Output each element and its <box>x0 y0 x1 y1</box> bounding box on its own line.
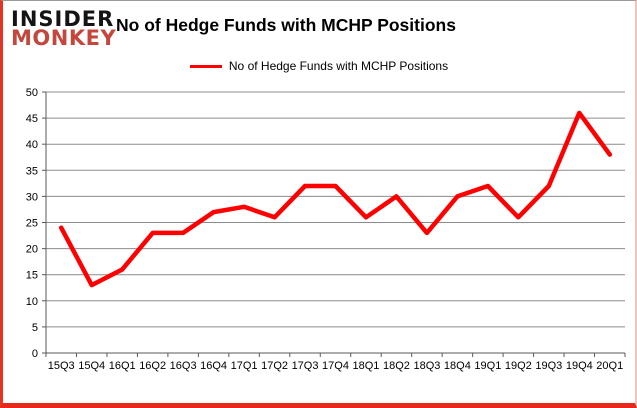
svg-text:10: 10 <box>26 296 38 308</box>
svg-text:30: 30 <box>26 191 38 203</box>
chart-title: No of Hedge Funds with MCHP Positions <box>116 15 456 35</box>
svg-text:20: 20 <box>26 244 38 256</box>
svg-text:5: 5 <box>32 322 38 334</box>
svg-text:20Q1: 20Q1 <box>596 360 623 372</box>
legend-label: No of Hedge Funds with MCHP Positions <box>228 59 449 73</box>
chart-legend: No of Hedge Funds with MCHP Positions <box>3 59 635 73</box>
svg-text:25: 25 <box>26 218 38 230</box>
svg-text:16Q4: 16Q4 <box>200 360 227 372</box>
svg-text:15: 15 <box>26 270 38 282</box>
svg-text:15Q3: 15Q3 <box>48 360 75 372</box>
svg-text:35: 35 <box>26 165 38 177</box>
svg-text:16Q3: 16Q3 <box>170 360 197 372</box>
line-chart: 0 5 10 15 20 25 30 35 40 45 50 15Q3 15Q4 16Q1 16Q2 16Q3… <box>26 87 626 372</box>
svg-text:19Q1: 19Q1 <box>474 360 501 372</box>
svg-text:17Q4: 17Q4 <box>322 360 349 372</box>
insider-monkey-logo: INSIDER MONKEY <box>11 7 117 50</box>
svg-text:18Q3: 18Q3 <box>413 360 440 372</box>
svg-text:18Q4: 18Q4 <box>444 360 471 372</box>
svg-text:45: 45 <box>26 113 38 125</box>
svg-text:40: 40 <box>26 139 38 151</box>
svg-text:0: 0 <box>32 348 38 360</box>
logo-text-monkey: MONKEY <box>11 26 117 50</box>
svg-text:19Q4: 19Q4 <box>566 360 593 372</box>
svg-text:19Q3: 19Q3 <box>535 360 562 372</box>
logo-text-insider: INSIDER <box>11 7 115 31</box>
svg-text:15Q4: 15Q4 <box>78 360 105 372</box>
svg-text:16Q2: 16Q2 <box>139 360 166 372</box>
svg-text:18Q1: 18Q1 <box>353 360 380 372</box>
svg-text:17Q1: 17Q1 <box>231 360 258 372</box>
svg-text:19Q2: 19Q2 <box>505 360 532 372</box>
legend-line-swatch <box>189 64 222 68</box>
svg-text:50: 50 <box>26 87 38 99</box>
svg-text:17Q2: 17Q2 <box>261 360 288 372</box>
svg-text:18Q2: 18Q2 <box>383 360 410 372</box>
svg-text:17Q3: 17Q3 <box>292 360 319 372</box>
svg-text:16Q1: 16Q1 <box>109 360 136 372</box>
